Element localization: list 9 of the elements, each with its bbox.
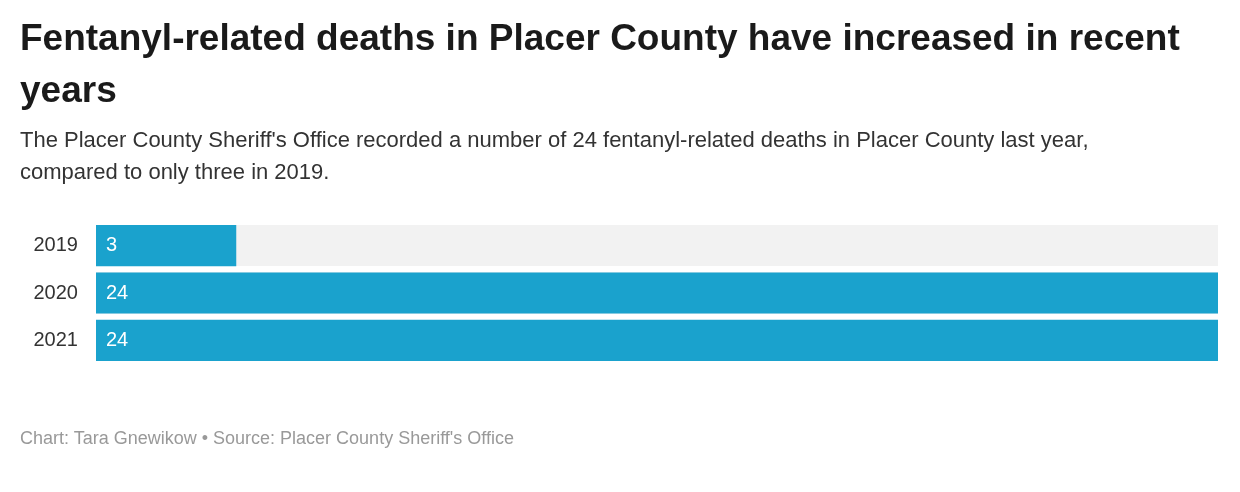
data-label: 24 [106,280,129,303]
chart-title: Fentanyl-related deaths in Placer County have increased in recent years [20,16,1181,112]
data-label: 24 [106,327,129,350]
y-tick-label: 2021 [33,327,78,350]
y-tick-label: 2019 [33,233,78,256]
text: Chart: Tara Gnewikow • Source: Placer County Sheriff's Office [20,428,515,449]
data-label: 3 [106,233,118,256]
y-tick-label: 2020 [33,280,78,303]
chart-subtitle: The Placer County Sheriff's Office recorded a number of 24 fentanyl-related deaths in Placer County last year, compared to only three in 2019. [20,126,1090,186]
